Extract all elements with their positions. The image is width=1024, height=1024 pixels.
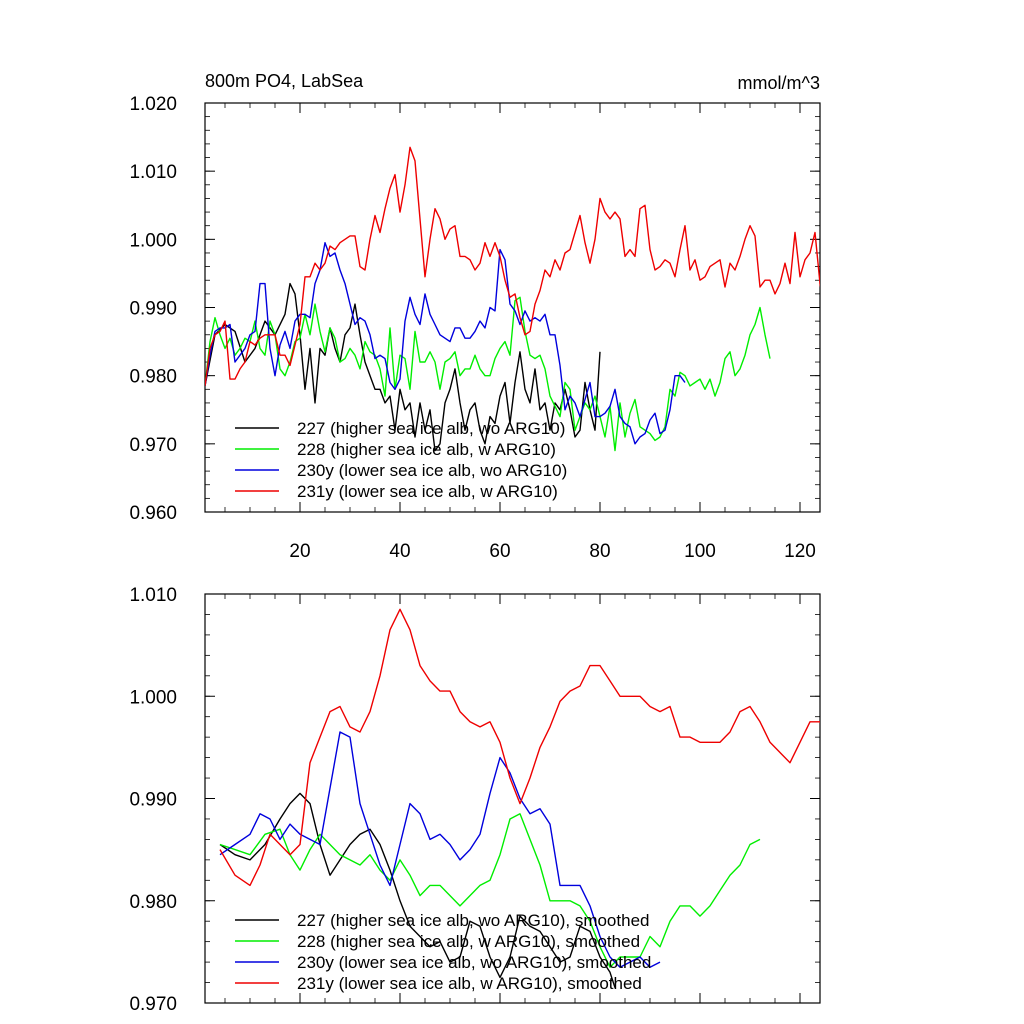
panel1-y-tick-label: 1.010 bbox=[129, 162, 177, 183]
panel2-legend-label-3: 230y (lower sea ice alb, wo ARG10), smoo… bbox=[297, 953, 651, 972]
panel2-series-line-4 bbox=[219, 608, 820, 887]
panel1-y-tick-label: 0.960 bbox=[129, 503, 177, 524]
panel1-x-tick-label: 60 bbox=[489, 541, 510, 562]
panel2-series-line-1 bbox=[219, 792, 616, 988]
panel1-y-tick-label: 0.970 bbox=[129, 435, 177, 456]
panel1-x-tick-label: 100 bbox=[684, 541, 716, 562]
panel1-x-tick-label: 120 bbox=[784, 541, 816, 562]
panel1-series-line-3 bbox=[205, 242, 686, 445]
panel1-y-tick-label: 1.020 bbox=[129, 94, 177, 115]
panel1-legend-label-2: 228 (higher sea ice alb, w ARG10) bbox=[297, 440, 556, 459]
panel1-series-line-4 bbox=[205, 146, 820, 386]
panel2-legend-label-2: 228 (higher sea ice alb, w ARG10), smoot… bbox=[297, 932, 640, 951]
panel2-legend-label-1: 227 (higher sea ice alb, wo ARG10), smoo… bbox=[297, 911, 649, 930]
panel2-y-tick-label: 0.980 bbox=[129, 892, 177, 913]
panel2-y-tick-label: 0.970 bbox=[129, 994, 177, 1015]
panel1-x-tick-label: 20 bbox=[289, 541, 310, 562]
panel2-y-tick-label: 1.000 bbox=[129, 687, 177, 708]
panel1-y-tick-label: 0.980 bbox=[129, 367, 177, 388]
panel1-title: 800m PO4, LabSea bbox=[205, 71, 364, 91]
panel1-y-tick-label: 1.000 bbox=[129, 230, 177, 251]
panel2-y-tick-label: 0.990 bbox=[129, 790, 177, 811]
panel1-legend-label-4: 231y (lower sea ice alb, w ARG10) bbox=[297, 482, 558, 501]
panel1-units-label: mmol/m^3 bbox=[738, 73, 820, 93]
panel1-y-tick-label: 0.990 bbox=[129, 299, 177, 320]
panel1-x-tick-label: 80 bbox=[589, 541, 610, 562]
panel2-y-tick-label: 1.010 bbox=[129, 585, 177, 606]
panel1-series-line-1 bbox=[205, 282, 601, 452]
panel2-series-line-2 bbox=[219, 813, 761, 968]
panel2-legend-label-4: 231y (lower sea ice alb, w ARG10), smoot… bbox=[297, 974, 642, 993]
panel1-legend-label-1: 227 (higher sea ice alb, wo ARG10) bbox=[297, 419, 565, 438]
panel1-legend-label-3: 230y (lower sea ice alb, wo ARG10) bbox=[297, 461, 567, 480]
panel1-series-line-2 bbox=[205, 296, 771, 452]
panel1-x-tick-label: 40 bbox=[389, 541, 410, 562]
